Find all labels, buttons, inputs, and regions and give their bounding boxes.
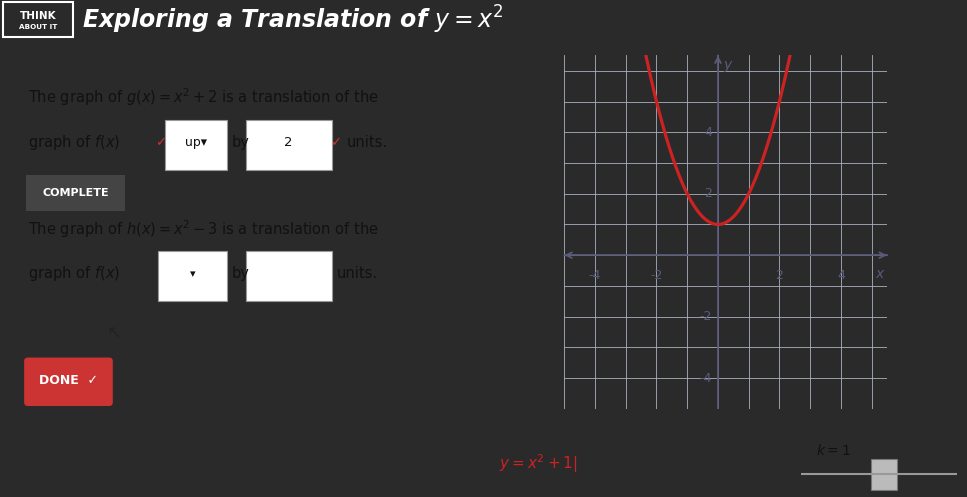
Text: ✓: ✓	[155, 136, 165, 149]
FancyBboxPatch shape	[25, 174, 126, 211]
Text: 4: 4	[836, 269, 845, 282]
Text: $x$: $x$	[875, 267, 886, 281]
FancyBboxPatch shape	[164, 120, 227, 170]
Text: 4: 4	[704, 126, 712, 139]
Text: -4: -4	[699, 372, 712, 385]
FancyBboxPatch shape	[246, 251, 332, 301]
Text: ▾: ▾	[190, 269, 195, 279]
Text: -4: -4	[589, 269, 601, 282]
FancyBboxPatch shape	[871, 459, 896, 490]
FancyBboxPatch shape	[246, 120, 332, 170]
Text: COMPLETE: COMPLETE	[43, 188, 109, 198]
Text: -2: -2	[651, 269, 662, 282]
Text: -2: -2	[699, 310, 712, 323]
FancyBboxPatch shape	[158, 251, 227, 301]
Text: $y = x^2 + 1|$: $y = x^2 + 1|$	[499, 452, 578, 475]
Text: graph of $f(x)$: graph of $f(x)$	[28, 264, 120, 283]
Text: The graph of $h(x) = x^2 - 3$ is a translation of the: The graph of $h(x) = x^2 - 3$ is a trans…	[28, 219, 379, 241]
Text: by: by	[231, 266, 249, 281]
Text: $k = 1$: $k = 1$	[816, 443, 851, 458]
Text: Exploring a Translation of $y = x^2$: Exploring a Translation of $y = x^2$	[82, 4, 504, 36]
Text: ✓: ✓	[331, 136, 341, 149]
Text: THINK: THINK	[19, 11, 56, 21]
Text: units.: units.	[337, 266, 378, 281]
Text: units.: units.	[347, 135, 389, 150]
FancyBboxPatch shape	[24, 357, 113, 406]
Text: ↖: ↖	[106, 325, 121, 342]
Text: DONE  ✓: DONE ✓	[39, 374, 98, 387]
Text: 2: 2	[776, 269, 783, 282]
Text: ABOUT IT: ABOUT IT	[18, 24, 57, 30]
Text: 2: 2	[283, 136, 292, 149]
Text: 2: 2	[704, 187, 712, 200]
Text: by: by	[231, 135, 249, 150]
Text: The graph of $g(x) = x^2 + 2$ is a translation of the: The graph of $g(x) = x^2 + 2$ is a trans…	[28, 86, 379, 108]
Text: up▾: up▾	[185, 136, 207, 149]
FancyBboxPatch shape	[3, 2, 73, 37]
Text: $y$: $y$	[722, 59, 733, 74]
Text: graph of $f(x)$: graph of $f(x)$	[28, 133, 120, 152]
